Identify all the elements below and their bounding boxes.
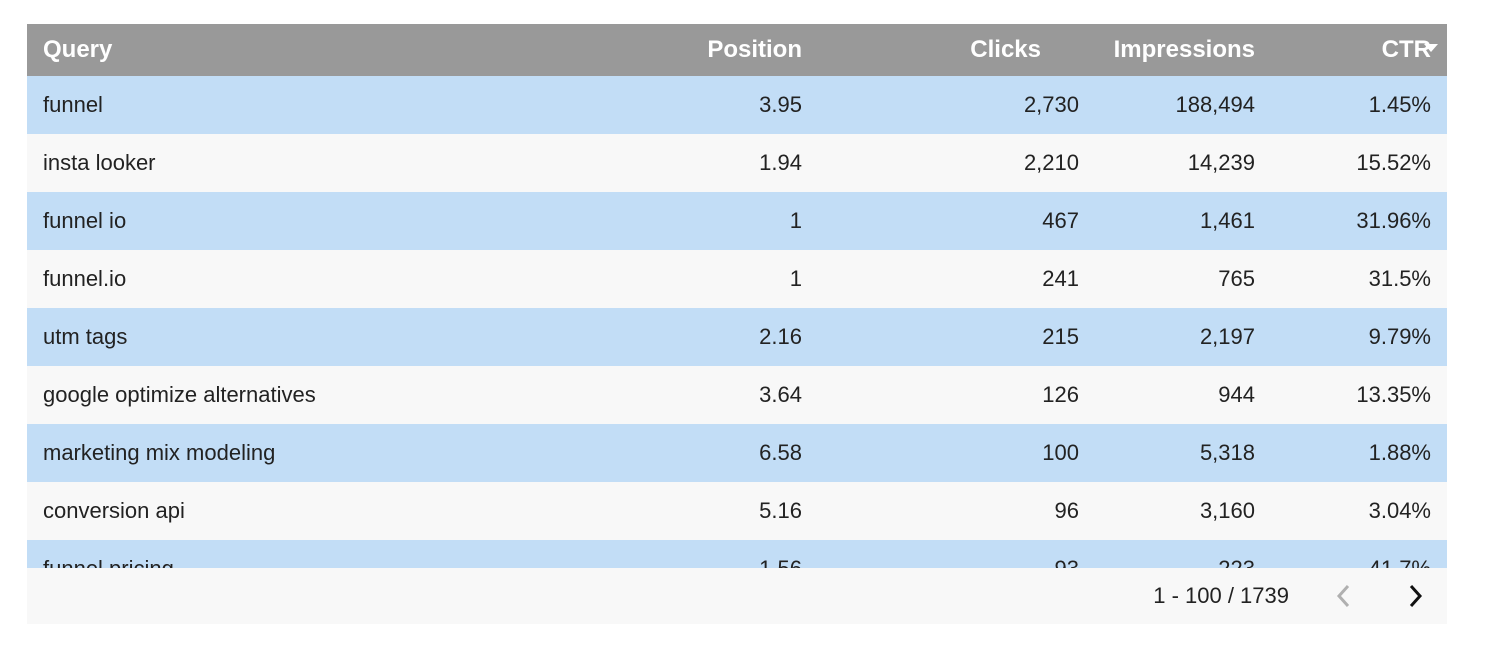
table-cell: 765 <box>1218 266 1255 291</box>
table-cell: 5.16 <box>759 498 802 523</box>
table-body: funnel 3.95 2,730 188,494 1.45% insta looker 1… <box>27 76 1447 568</box>
column-header-text: CTR <box>1381 36 1431 63</box>
table-cell: insta looker <box>43 150 156 175</box>
table-cell: 126 <box>1042 382 1079 407</box>
table-cell: google optimize alternatives <box>43 382 316 407</box>
table-cell: funnel.io <box>43 266 127 291</box>
table-cell: 241 <box>1042 266 1079 291</box>
table-cell: funnel io <box>43 208 127 233</box>
table-cell: 1,461 <box>1199 208 1255 233</box>
table-cell: 2.16 <box>759 324 802 349</box>
column-header[interactable]: Clicks <box>970 24 1041 76</box>
table-cell: conversion api <box>43 498 185 523</box>
table-cell: 41.7% <box>1369 540 1431 568</box>
sort-indicator <box>1424 44 1438 52</box>
table-cell: funnel pricing <box>43 540 174 568</box>
table-cell: 13.35% <box>1356 382 1431 407</box>
prev-page-button[interactable] <box>1330 582 1358 610</box>
table-cell: funnel <box>43 92 103 117</box>
next-page-button[interactable] <box>1401 582 1429 610</box>
table-row: funnel.io 1 241 765 31.5% <box>27 250 1447 308</box>
table-cell: 1 <box>789 266 802 291</box>
table-cell: 15.52% <box>1356 150 1431 175</box>
column-header-text: Impressions <box>1113 36 1255 63</box>
table-cell: 14,239 <box>1187 150 1255 175</box>
table-row: marketing mix modeling 6.58 100 5,318 1.88% <box>27 424 1447 482</box>
table-cell: 3.95 <box>759 92 802 117</box>
table-cell: 3.04% <box>1368 498 1431 523</box>
table-cell: 31.5% <box>1368 266 1431 291</box>
table-cell: 1.94 <box>759 150 802 175</box>
table-cell: 5,318 <box>1199 440 1255 465</box>
table-cell: 6.58 <box>759 440 802 465</box>
table-cell: 467 <box>1042 208 1079 233</box>
table-row: conversion api 5.16 96 3,160 3.04% <box>27 482 1447 540</box>
table-row: funnel 3.95 2,730 188,494 1.45% <box>27 76 1447 134</box>
table-cell: 215 <box>1042 324 1079 349</box>
table-cell: 3.64 <box>759 382 802 407</box>
column-header[interactable]: Query <box>43 24 112 76</box>
table-cell: 944 <box>1218 382 1255 407</box>
table-row: insta looker 1.94 2,210 14,239 15.52% <box>27 134 1447 192</box>
table-cell: 96 <box>1054 498 1079 523</box>
table-row: google optimize alternatives 3.64 126 944 13… <box>27 366 1447 424</box>
table-cell: 31.96% <box>1356 208 1431 233</box>
column-header-text: Query <box>43 36 113 63</box>
column-header-text: Position <box>707 36 802 63</box>
table-cell: 3,160 <box>1199 498 1255 523</box>
table-cell: 9.79% <box>1368 324 1431 349</box>
page-range: 1 - 100 / 1739 <box>1153 583 1289 608</box>
column-header[interactable]: Position <box>707 24 802 76</box>
table-row: funnel io 1 467 1,461 31.96% <box>27 192 1447 250</box>
table-header: Query Position Clicks Impressions CTR <box>27 24 1447 76</box>
table-cell: 188,494 <box>1175 92 1255 117</box>
table-cell: 1.56 <box>759 540 802 568</box>
table-cell: 100 <box>1042 440 1079 465</box>
table-cell: 1.45% <box>1368 92 1431 117</box>
table-cell: 223 <box>1218 540 1255 568</box>
column-header[interactable]: CTR <box>1382 24 1431 76</box>
table-cell: 2,210 <box>1023 150 1079 175</box>
table-cell: 2,197 <box>1199 324 1255 349</box>
table-row: funnel pricing 1.56 93 223 41.7% <box>27 540 1447 568</box>
table-cell: 1.88% <box>1368 440 1431 465</box>
table-cell: 2,730 <box>1023 92 1079 117</box>
table-footer: 1 - 100 / 1739 <box>27 568 1447 624</box>
table-cell: utm tags <box>43 324 128 349</box>
table-cell: marketing mix modeling <box>43 440 276 465</box>
table-cell: 93 <box>1055 540 1079 568</box>
data-table: Query Position Clicks Impressions CTR funnel… <box>27 24 1447 624</box>
column-header-text: Clicks <box>970 36 1041 63</box>
table-row: utm tags 2.16 215 2,197 9.79% <box>27 308 1447 366</box>
table-cell: 1 <box>789 208 802 233</box>
column-header[interactable]: Impressions <box>1114 24 1255 76</box>
